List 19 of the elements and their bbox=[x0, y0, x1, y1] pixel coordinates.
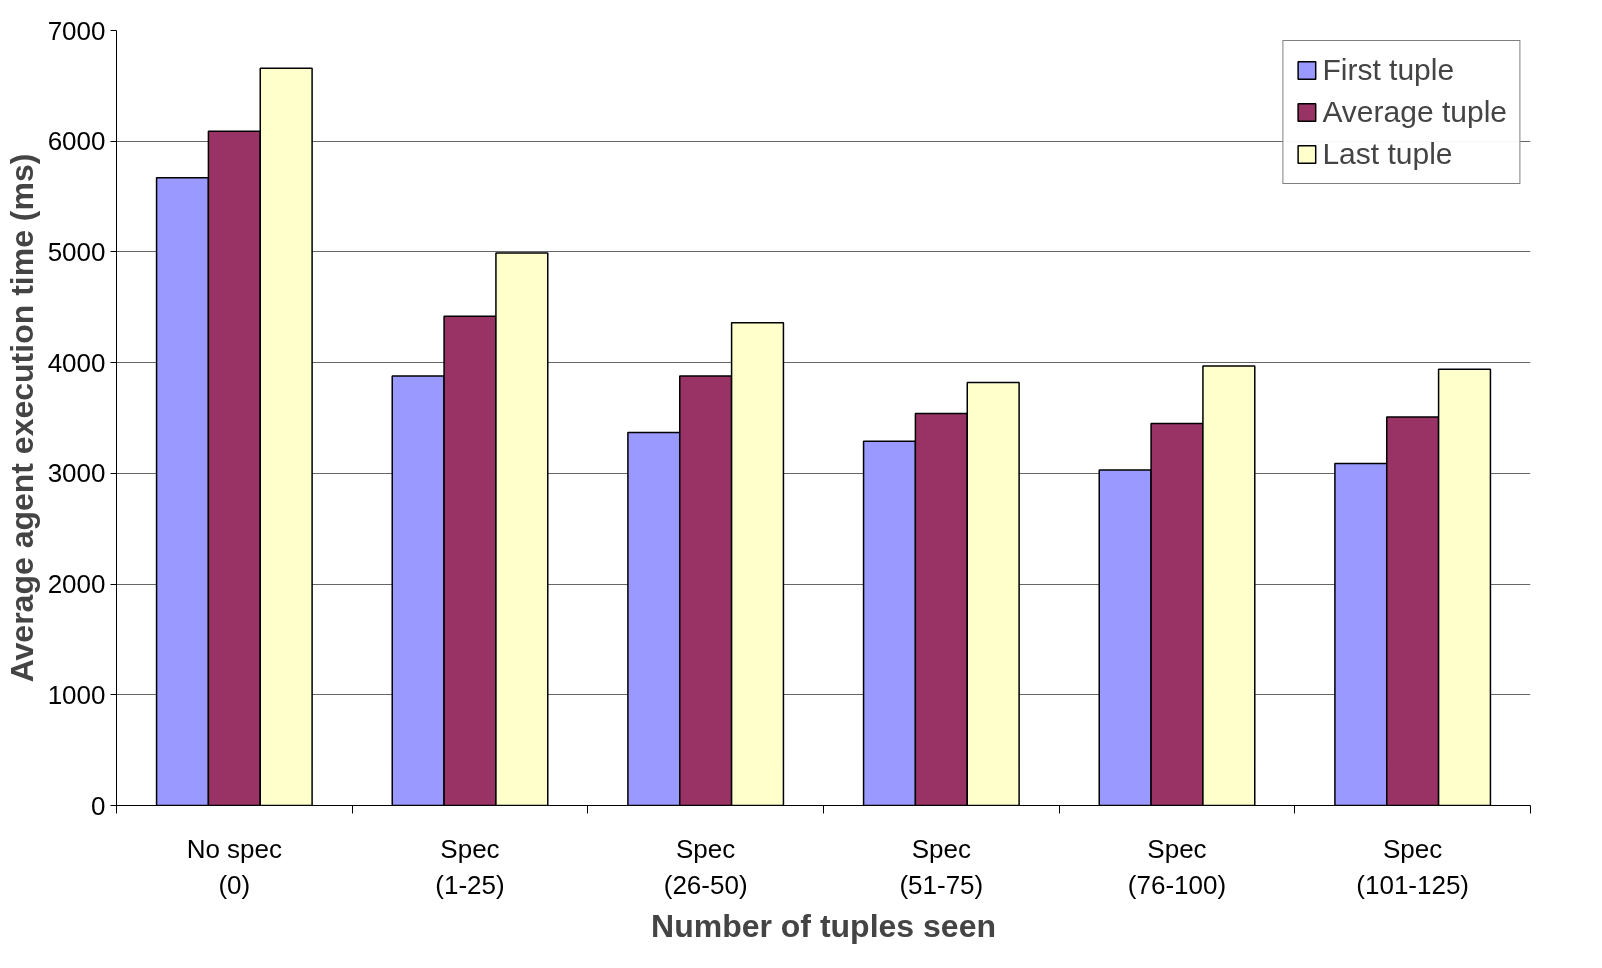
y-tick-label: 7000 bbox=[47, 15, 106, 46]
legend-label: First tuple bbox=[1322, 53, 1455, 87]
x-tick-label: Spec (51-75) bbox=[899, 833, 984, 900]
y-tick-label: 4000 bbox=[47, 347, 106, 378]
y-tick-label: 1000 bbox=[47, 679, 106, 710]
x-tick-label: Spec (26-50) bbox=[663, 833, 748, 900]
legend-label: Average tuple bbox=[1322, 95, 1507, 129]
y-tick-label: 6000 bbox=[47, 126, 106, 157]
legend-label: Last tuple bbox=[1322, 137, 1453, 171]
y-tick-label: 2000 bbox=[47, 569, 106, 600]
y-axis-title: Average agent execution time (ms) bbox=[3, 153, 40, 683]
x-tick-label: Spec (101-125) bbox=[1356, 833, 1470, 900]
y-tick-label: 5000 bbox=[47, 236, 106, 267]
x-axis-title: Number of tuples seen bbox=[651, 907, 996, 944]
y-tick-label: 0 bbox=[91, 790, 106, 821]
y-tick-label: 3000 bbox=[47, 458, 106, 489]
x-tick-label: Spec (76-100) bbox=[1127, 833, 1227, 900]
x-tick-label: No spec (0) bbox=[186, 833, 283, 900]
x-tick-label: Spec (1-25) bbox=[435, 833, 505, 900]
